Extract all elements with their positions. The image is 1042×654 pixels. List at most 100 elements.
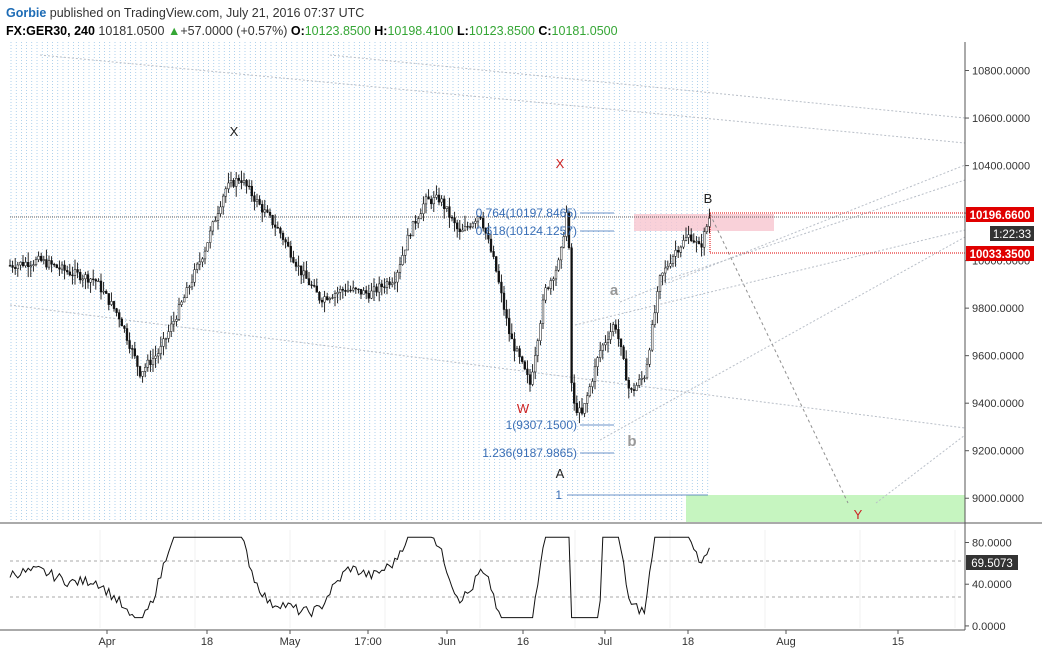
- candle-body: [544, 287, 547, 301]
- candle-body: [120, 318, 123, 327]
- candle-body: [281, 232, 285, 240]
- candle-body: [242, 180, 246, 183]
- candle-body: [495, 256, 498, 272]
- candle-body: [131, 348, 134, 350]
- low-price-tag-text: 10033.3500: [970, 249, 1031, 261]
- candle-body: [372, 286, 376, 292]
- candle-body: [172, 321, 175, 325]
- last-price: 10181.0500: [98, 24, 165, 38]
- candle-body: [123, 325, 126, 329]
- candle-body: [188, 286, 191, 288]
- candle-body: [445, 206, 448, 209]
- candle-body: [700, 243, 703, 248]
- symbol-label[interactable]: FX:GER30, 240: [6, 24, 95, 38]
- candle-body: [697, 241, 701, 245]
- candle-body: [453, 217, 456, 224]
- candle-body: [448, 206, 451, 218]
- candle-body: [40, 255, 43, 261]
- candle-body: [331, 297, 334, 299]
- candle-body: [596, 357, 599, 367]
- candle-body: [653, 312, 656, 325]
- time-tick-label: Aug: [776, 636, 796, 648]
- oscillator-axis[interactable]: 80.0000 40.0000 0.0000: [965, 538, 1012, 633]
- candle-body: [658, 275, 662, 292]
- candle-body: [154, 355, 157, 359]
- price-tick-label: 9400.0000: [972, 398, 1024, 410]
- high-price-tag: [966, 207, 1034, 222]
- price-tick-label: 9800.0000: [972, 303, 1024, 315]
- candle-body: [385, 281, 389, 288]
- candle-body: [151, 358, 155, 366]
- candle-body: [674, 250, 677, 257]
- price-tick-label: 9000.0000: [972, 493, 1024, 505]
- candle-body: [549, 280, 552, 289]
- candle-body: [323, 296, 326, 303]
- wave-label-a-small: a: [610, 282, 619, 299]
- candle-body: [440, 198, 443, 203]
- high-value: 10198.4100: [387, 24, 454, 38]
- time-axis[interactable]: Apr 18 May 17:00 Jun 16 Jul 18 Aug 15: [98, 630, 904, 648]
- candle-body: [261, 204, 264, 213]
- candle-body: [79, 272, 82, 281]
- candle-body: [622, 346, 625, 359]
- candle-body: [55, 264, 58, 269]
- time-tick-label: 18: [201, 636, 213, 648]
- candle-body: [339, 289, 342, 293]
- candle-body: [97, 280, 100, 283]
- candle-body: [170, 323, 173, 332]
- candle-body: [32, 264, 35, 266]
- candle-body: [268, 211, 272, 216]
- price-axis[interactable]: 10800.000010600.000010400.000010200.0000…: [965, 66, 1030, 506]
- projection-line: [709, 213, 849, 504]
- author-name[interactable]: Gorbie: [6, 6, 47, 20]
- candle-body: [180, 301, 183, 305]
- candle-body: [500, 281, 503, 294]
- candle-body: [190, 281, 194, 288]
- candle-body: [502, 292, 506, 310]
- candle-body: [196, 263, 199, 270]
- candle-body: [284, 239, 287, 243]
- published-text: published on TradingView.com, July 21, 2…: [49, 6, 365, 20]
- high-label: H:: [374, 24, 388, 38]
- candle-body: [258, 199, 261, 205]
- candle-body: [235, 178, 238, 187]
- candle-body: [580, 407, 584, 414]
- candle-body: [193, 269, 196, 283]
- candle-body: [679, 246, 682, 253]
- candle-body: [526, 368, 529, 375]
- candle-body: [175, 319, 178, 322]
- candle-body: [42, 259, 45, 261]
- candle-body: [424, 196, 428, 205]
- candle-body: [632, 389, 636, 391]
- candle-body: [201, 258, 204, 263]
- osc-value-tag-text: 69.5073: [971, 558, 1013, 570]
- candle-body: [617, 329, 620, 340]
- candle-body: [365, 290, 368, 294]
- candle-body: [11, 265, 14, 268]
- candle-body: [53, 263, 56, 266]
- candle-body: [263, 209, 266, 213]
- time-tick-label: 17:00: [354, 636, 382, 648]
- candle-body: [461, 229, 464, 232]
- candle-body: [302, 270, 305, 276]
- candle-body: [84, 274, 87, 280]
- candle-body: [177, 304, 181, 320]
- candle-body: [8, 265, 12, 267]
- candle-body: [357, 288, 360, 291]
- candle-body: [606, 339, 610, 343]
- candle-body: [315, 285, 318, 293]
- candle-body: [107, 293, 110, 305]
- candle-body: [279, 227, 282, 234]
- candle-body: [313, 285, 316, 287]
- candle-body: [406, 234, 409, 251]
- candle-body: [71, 274, 74, 276]
- candle-body: [341, 289, 344, 291]
- candle-body: [24, 262, 27, 267]
- candle-body: [396, 272, 399, 283]
- candle-body: [619, 338, 623, 348]
- candle-body: [404, 249, 407, 256]
- candle-body: [432, 197, 435, 205]
- candle-body: [14, 267, 17, 269]
- candle-body: [305, 270, 308, 279]
